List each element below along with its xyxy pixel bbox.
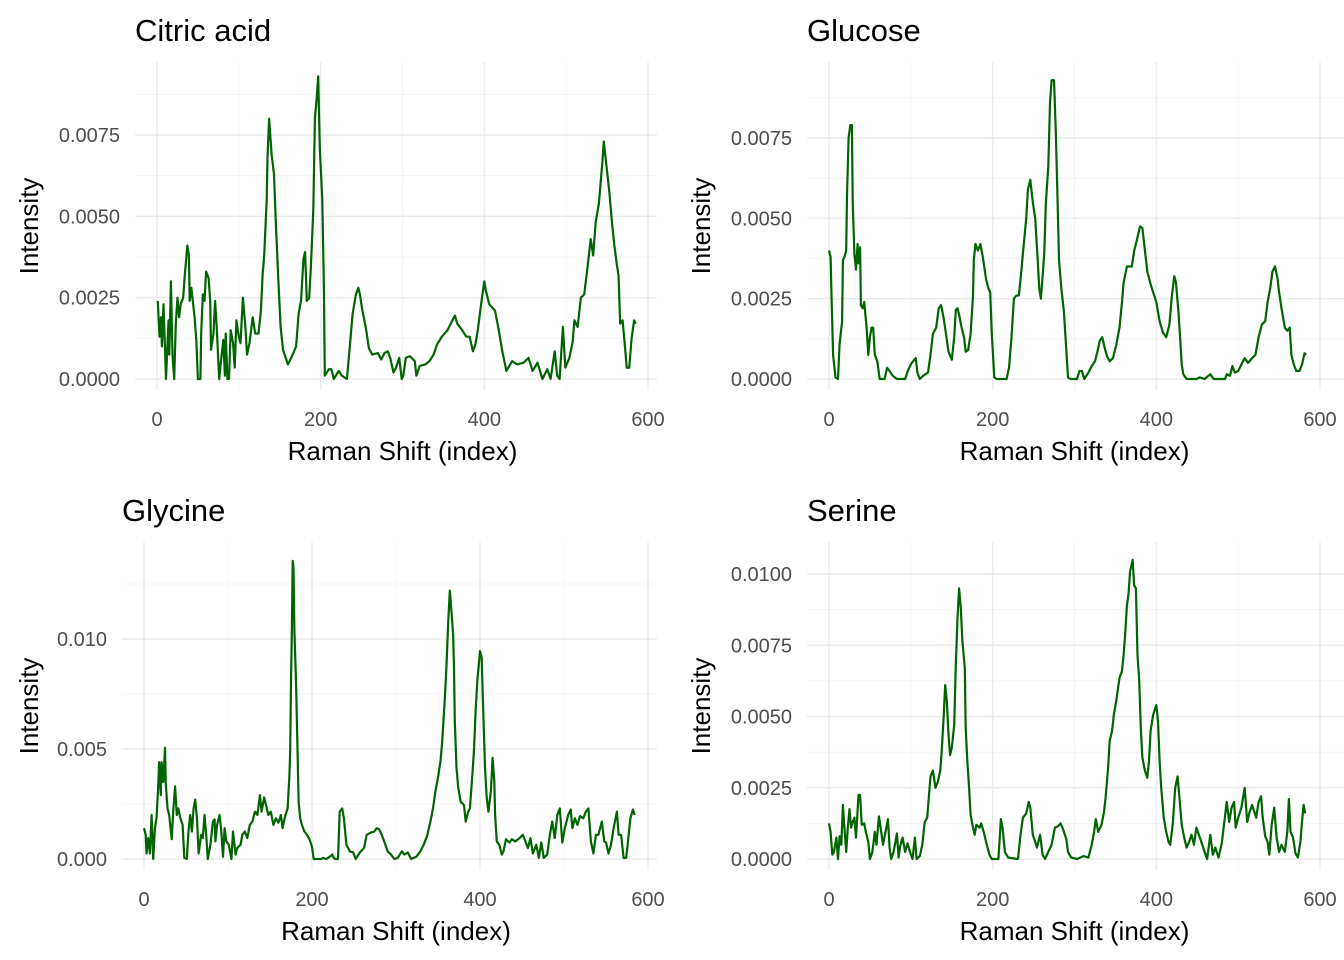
x-tick-label: 200	[976, 889, 1009, 911]
y-tick-label: 0.0075	[731, 128, 792, 150]
x-tick-label: 400	[468, 409, 501, 431]
x-tick-label: 600	[1303, 409, 1336, 431]
x-tick-label: 400	[1140, 409, 1173, 431]
x-tick-label: 200	[976, 409, 1009, 431]
x-tick-label: 600	[631, 889, 664, 911]
y-tick-label: 0.005	[57, 739, 107, 761]
y-axis-title: Intensity	[686, 658, 716, 755]
y-tick-label: 0.0000	[731, 369, 792, 391]
spectrum-line-glucose	[827, 79, 1307, 381]
y-tick-label: 0.0075	[59, 125, 120, 147]
x-tick-label: 200	[304, 409, 337, 431]
y-tick-label: 0.0000	[731, 849, 792, 871]
x-axis-title: Raman Shift (index)	[288, 436, 518, 466]
x-axis-title: Raman Shift (index)	[960, 436, 1190, 466]
x-tick-label: 0	[823, 409, 834, 431]
x-tick-label: 400	[1140, 889, 1173, 911]
panel-glucose: 0.0000 0.0025 0.0050 0.0075 0 200 400 600 Glucos…	[686, 13, 1344, 466]
panel-serine: 0.0000 0.0025 0.0050 0.0075 0.0100 0 200 400 600…	[686, 493, 1344, 946]
x-tick-label: 600	[631, 409, 664, 431]
y-tick-label: 0.0075	[731, 635, 792, 657]
y-tick-label: 0.0050	[59, 206, 120, 228]
y-axis-title: Intensity	[14, 178, 44, 275]
panel-title: Glycine	[122, 493, 225, 528]
x-tick-label: 200	[295, 889, 328, 911]
panel-title: Serine	[807, 493, 897, 528]
x-tick-label: 0	[151, 409, 162, 431]
y-tick-label: 0.0050	[731, 208, 792, 230]
y-tick-label: 0.0025	[731, 778, 792, 800]
y-tick-label: 0.010	[57, 629, 107, 651]
y-tick-label: 0.000	[57, 849, 107, 871]
x-tick-label: 0	[138, 889, 149, 911]
y-tick-label: 0.0025	[731, 289, 792, 311]
panel-citric-acid: 0.0000 0.0025 0.0050 0.0075 0 200 400 600 Citric…	[14, 13, 665, 466]
x-axis-title: Raman Shift (index)	[960, 916, 1190, 946]
x-tick-label: 600	[1303, 889, 1336, 911]
x-axis-title: Raman Shift (index)	[281, 916, 511, 946]
x-tick-label: 400	[463, 889, 496, 911]
y-axis-title: Intensity	[14, 658, 44, 755]
spectrum-line-serine	[827, 558, 1307, 861]
y-tick-label: 0.0100	[731, 564, 792, 586]
x-tick-label: 0	[823, 889, 834, 911]
y-tick-label: 0.0025	[59, 288, 120, 310]
spectrum-line-glycine	[142, 559, 636, 861]
grid	[807, 62, 1344, 390]
panel-glycine: 0.000 0.005 0.010 0 200 400 600 Glycine Raman Sh…	[14, 493, 665, 946]
y-tick-label: 0.0000	[59, 369, 120, 391]
grid	[135, 62, 657, 390]
panel-title: Glucose	[807, 13, 921, 48]
grid	[122, 542, 657, 870]
panel-title: Citric acid	[135, 13, 271, 48]
y-axis-title: Intensity	[686, 178, 716, 275]
spectrum-line-citric-acid	[156, 75, 637, 381]
y-tick-label: 0.0050	[731, 707, 792, 729]
